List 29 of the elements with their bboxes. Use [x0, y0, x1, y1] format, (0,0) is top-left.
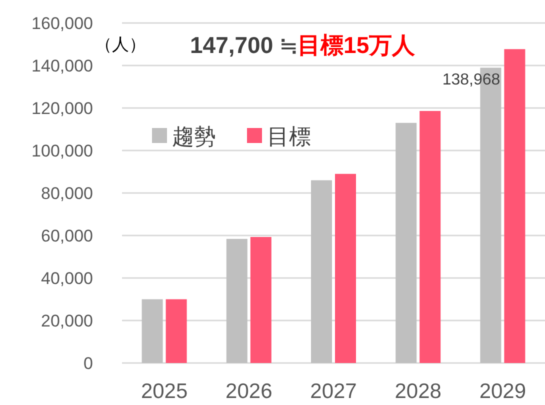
legend-label: 目標 [267, 124, 311, 149]
y-tick-label: 80,000 [41, 184, 93, 203]
x-tick-label: 2028 [394, 380, 442, 403]
x-tick-label: 2025 [140, 380, 188, 403]
bar [335, 174, 356, 363]
bar [142, 299, 163, 363]
y-tick-label: 60,000 [41, 226, 93, 246]
legend-label: 趨勢 [172, 124, 216, 149]
y-tick-label: 100,000 [32, 142, 93, 160]
y-tick-label: 120,000 [32, 99, 93, 118]
x-tick-label: 2027 [310, 380, 357, 403]
y-axis-title: （人） [95, 35, 146, 54]
y-tick-label: 20,000 [41, 312, 93, 330]
y-tick-label: 140,000 [32, 56, 93, 76]
chart-subtitle: 目標15万人 [298, 32, 416, 58]
x-tick-label: 2026 [226, 380, 272, 403]
chart-title: 147,700 ≒ [190, 32, 298, 58]
y-tick-label: 0 [84, 354, 93, 373]
x-tick-label: 2029 [479, 380, 526, 403]
bar [226, 238, 248, 363]
bar [504, 49, 526, 363]
bar [250, 236, 272, 363]
bar [396, 122, 417, 363]
bar [420, 110, 441, 363]
bar [166, 299, 187, 363]
bar [311, 180, 332, 363]
y-tick-label: 40,000 [41, 269, 93, 288]
data-label: 138,968 [442, 72, 500, 89]
y-tick-label: 160,000 [32, 14, 93, 33]
